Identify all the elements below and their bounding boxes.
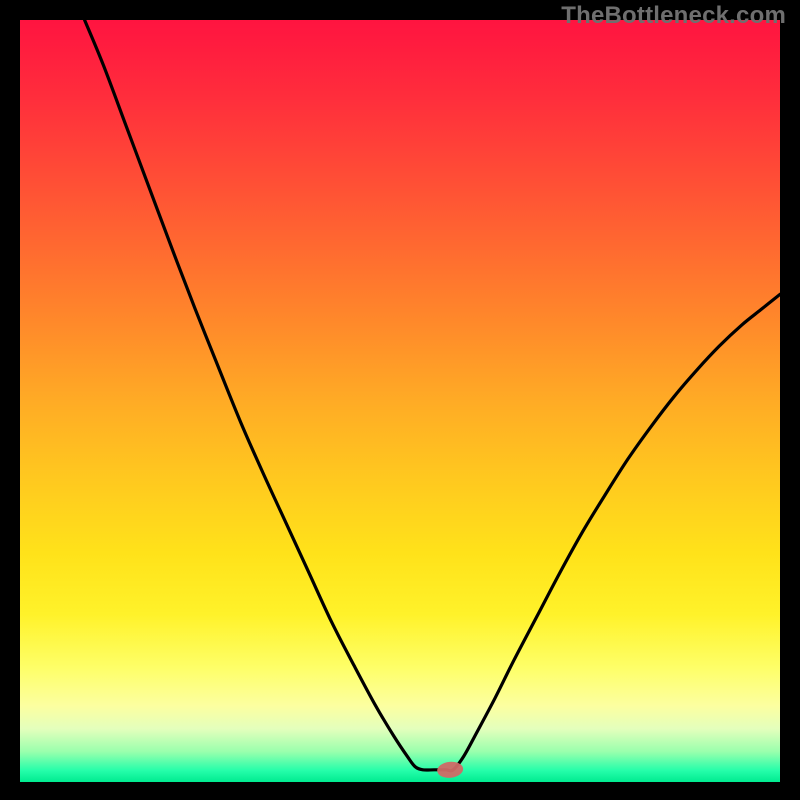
curve-layer (20, 20, 780, 782)
chart-frame: TheBottleneck.com (0, 0, 800, 800)
plot-area (20, 20, 780, 782)
bottleneck-curve (85, 20, 780, 771)
watermark-text: TheBottleneck.com (561, 2, 786, 30)
